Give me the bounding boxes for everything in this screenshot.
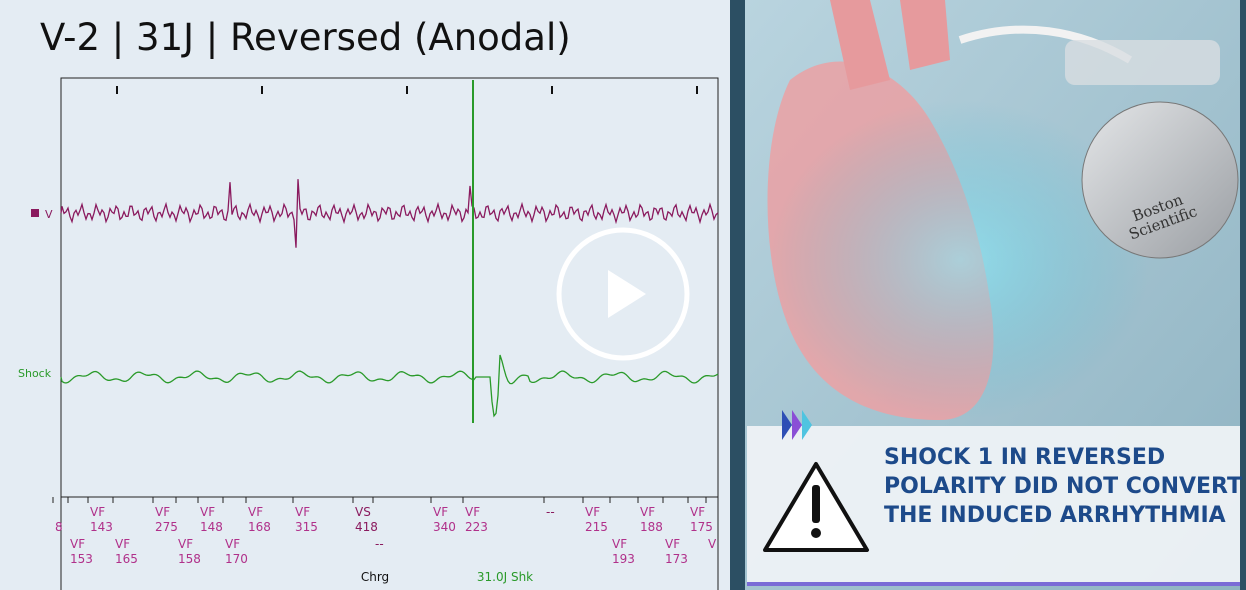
play-ring[interactable] <box>556 227 690 361</box>
marker-label: -- <box>375 537 384 551</box>
marker-label: VF <box>433 505 448 519</box>
marker-value: 158 <box>178 552 201 566</box>
vessels <box>830 0 950 90</box>
marker-value: 143 <box>90 520 113 534</box>
marker-value: 8 <box>55 520 63 534</box>
device-header <box>1065 40 1220 85</box>
marker-annotations: 8VF143VF275VF148VF168VF315VS418VF340VF22… <box>52 497 717 566</box>
marker-value: 223 <box>465 520 488 534</box>
marker-value: 173 <box>665 552 688 566</box>
warning-text: THE INDUCED ARRHYTHMIA <box>884 503 1226 528</box>
title: V-2 | 31J | Reversed (Anodal) <box>40 16 571 59</box>
marker-value: 170 <box>225 552 248 566</box>
marker-label: -- <box>546 505 555 519</box>
marker-label: VF <box>665 537 680 551</box>
marker-label: VF <box>225 537 240 551</box>
marker-label: VF <box>248 505 263 519</box>
warning-text: SHOCK 1 IN REVERSED <box>884 445 1165 470</box>
marker-label: VF <box>640 505 655 519</box>
marker-value: 188 <box>640 520 663 534</box>
time-ticks <box>116 86 698 94</box>
marker-value: 175 <box>690 520 713 534</box>
channel-label: Shock <box>18 367 52 380</box>
v-trace <box>60 179 719 248</box>
marker-value: 340 <box>433 520 456 534</box>
play-icon[interactable] <box>608 270 646 318</box>
logo <box>782 410 792 440</box>
marker-value: 315 <box>295 520 318 534</box>
shock-field <box>770 100 1150 420</box>
shock-trace <box>60 354 719 418</box>
marker-label: VF <box>155 505 170 519</box>
event-label: 31.0J Shk <box>477 570 533 584</box>
event-label: Chrg <box>361 570 389 584</box>
logo <box>792 410 802 440</box>
marker-label: VF <box>295 505 310 519</box>
marker-value: 153 <box>70 552 93 566</box>
marker-label: VF <box>200 505 215 519</box>
channel-label: V <box>45 208 53 221</box>
marker-label: VF <box>690 505 705 519</box>
channel-marker <box>31 209 39 217</box>
play-button[interactable] <box>556 227 690 361</box>
marker-label: VF <box>115 537 130 551</box>
warning-icon <box>812 485 820 523</box>
marker-label: VF <box>90 505 105 519</box>
marker-label: VS <box>355 505 371 519</box>
marker-label: VF <box>178 537 193 551</box>
marker-value: 165 <box>115 552 138 566</box>
bottom-bar <box>747 582 1240 586</box>
marker-value: 148 <box>200 520 223 534</box>
marker-label: VF <box>612 537 627 551</box>
marker-label: VF <box>585 505 600 519</box>
marker-label: V <box>708 537 717 551</box>
marker-label: VF <box>70 537 85 551</box>
warning-text: POLARITY DID NOT CONVERT <box>884 474 1242 499</box>
logo <box>802 410 812 440</box>
strip-frame <box>60 77 719 590</box>
warning-icon <box>811 528 821 538</box>
marker-value: 168 <box>248 520 271 534</box>
marker-value: 215 <box>585 520 608 534</box>
marker-value: 275 <box>155 520 178 534</box>
marker-value: 193 <box>612 552 635 566</box>
device <box>1081 101 1239 259</box>
marker-label: VF <box>465 505 480 519</box>
marker-value: 418 <box>355 520 378 534</box>
